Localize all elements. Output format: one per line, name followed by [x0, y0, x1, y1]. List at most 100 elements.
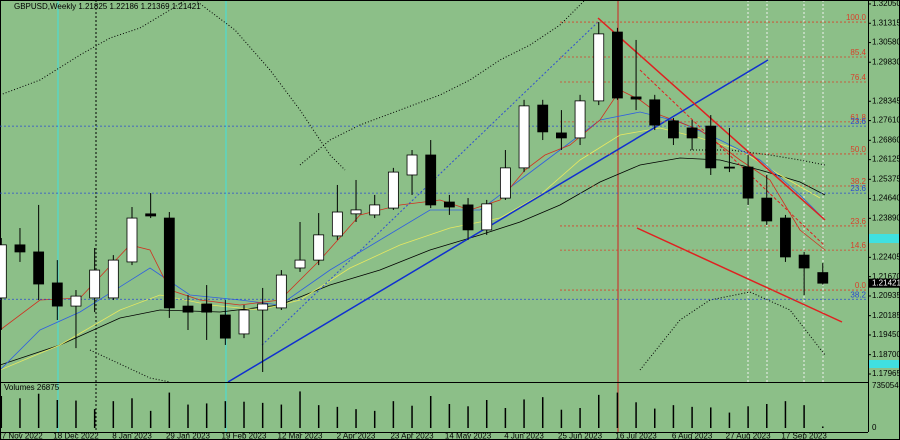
candle-body	[724, 166, 735, 169]
candle-body	[406, 154, 418, 176]
fib-label: 23.6	[850, 184, 866, 193]
candle-body	[89, 269, 101, 299]
fib-label: 100.0	[846, 13, 867, 22]
candle-body	[182, 305, 194, 313]
candle-body	[612, 31, 623, 99]
last-price-label: 1.21421	[872, 278, 900, 287]
candle-body	[294, 259, 306, 269]
x-tick-label: 14 May 2023	[445, 432, 492, 440]
bollinger-band	[299, 0, 586, 166]
fib-label: 23.6	[850, 217, 866, 226]
fib-label: 61.8	[850, 113, 866, 122]
y-tick-label: 1.24640	[872, 194, 900, 203]
candle-body	[51, 282, 63, 307]
candle-body	[556, 132, 567, 139]
candle-body	[817, 272, 829, 284]
moving-average	[0, 157, 826, 366]
x-tick-label: 4 Jun 2023	[504, 432, 544, 440]
x-tick-label: 18 Dec 2022	[53, 432, 99, 440]
candle-body	[0, 244, 7, 299]
candle-body	[163, 217, 175, 309]
volume-title: Volumes 26875	[4, 383, 60, 392]
x-tick-label: 25 Jun 2023	[558, 432, 603, 440]
candle-body	[761, 197, 773, 222]
candle-body	[537, 104, 549, 133]
candle-body	[350, 209, 362, 215]
candle-body	[705, 125, 717, 169]
bollinger-band	[0, 0, 186, 96]
candle-body	[145, 213, 157, 217]
y-tick-label: 1.23890	[872, 213, 900, 222]
y-tick-label: 1.17965	[872, 369, 900, 378]
volume-tick-label: 735054	[872, 381, 899, 390]
x-tick-label: 6 Aug 2023	[672, 432, 713, 440]
y-tick-label: 1.26125	[872, 155, 900, 164]
fib-label: 14.6	[850, 241, 866, 250]
channel-line	[636, 227, 843, 323]
x-tick-label: 19 Feb 2023	[222, 432, 267, 440]
candle-body	[630, 96, 642, 100]
y-tick-label: 1.18700	[872, 350, 900, 359]
x-tick-label: 27 Aug 2023	[726, 432, 771, 440]
candle-body	[313, 234, 325, 261]
candle-body	[369, 204, 381, 216]
candle-body	[798, 254, 810, 269]
candle-body	[574, 100, 586, 139]
candle-body	[742, 166, 754, 199]
x-tick-label: 16 Jul 2023	[615, 432, 657, 440]
candle-body	[126, 217, 138, 263]
fib-label: 38.2	[850, 290, 866, 299]
y-tick-label: 1.32050	[872, 0, 900, 8]
candle-body	[257, 303, 269, 311]
y-tick-label: 1.21670	[872, 272, 900, 281]
bollinger-band	[89, 349, 171, 383]
candle-body	[238, 309, 250, 335]
candle-body	[33, 251, 45, 285]
x-tick-label: 2 Apr 2023	[337, 432, 376, 440]
candle-body	[331, 211, 343, 237]
price-marker	[868, 234, 900, 243]
candle-body	[593, 33, 605, 102]
moving-average	[0, 127, 821, 371]
y-tick-label: 1.22405	[872, 252, 900, 261]
y-tick-label: 1.26860	[872, 135, 900, 144]
chart-title: GBPUSD,Weekly 1.21825 1.22186 1.21369 1.…	[14, 2, 201, 11]
candle-body	[668, 120, 679, 139]
candle-body	[14, 244, 26, 253]
x-tick-label: 12 Mar 2023	[278, 432, 323, 440]
candle-body	[107, 259, 119, 299]
candle-body	[481, 203, 493, 231]
y-tick-label: 1.27610	[872, 116, 900, 125]
candle-body	[275, 274, 287, 309]
channel-line	[639, 69, 826, 247]
fib-label: 85.4	[850, 48, 866, 57]
candle-body	[686, 127, 698, 139]
y-tick-label: 1.30580	[872, 38, 900, 47]
candle-body	[201, 303, 213, 313]
x-tick-label: 23 Apr 2023	[390, 432, 434, 440]
candle-body	[387, 171, 399, 209]
fib-label: 23.6	[850, 117, 866, 126]
candle-body	[649, 99, 661, 126]
x-tick-label: 29 Jan 2023	[166, 432, 211, 440]
candle-body	[70, 295, 82, 307]
x-tick-label: 27 Nov 2022	[0, 432, 43, 440]
candle-body	[780, 217, 791, 258]
y-tick-label: 1.31315	[872, 18, 900, 27]
y-tick-label: 1.25375	[872, 174, 900, 183]
candle-body	[425, 154, 437, 206]
x-tick-label: 8 Jan 2023	[112, 432, 152, 440]
candle-body	[518, 105, 530, 169]
candle-body	[219, 314, 231, 339]
candle-body	[499, 167, 511, 199]
x-tick-label: 17 Sep 2023	[781, 432, 827, 440]
last-price-box	[868, 278, 900, 288]
fib-label: 76.4	[850, 73, 866, 82]
volume-tick-label: 0	[872, 423, 877, 432]
price-marker	[868, 360, 900, 368]
bollinger-band	[639, 291, 826, 371]
y-tick-label: 1.29830	[872, 57, 900, 66]
y-tick-label: 1.20185	[872, 311, 900, 320]
